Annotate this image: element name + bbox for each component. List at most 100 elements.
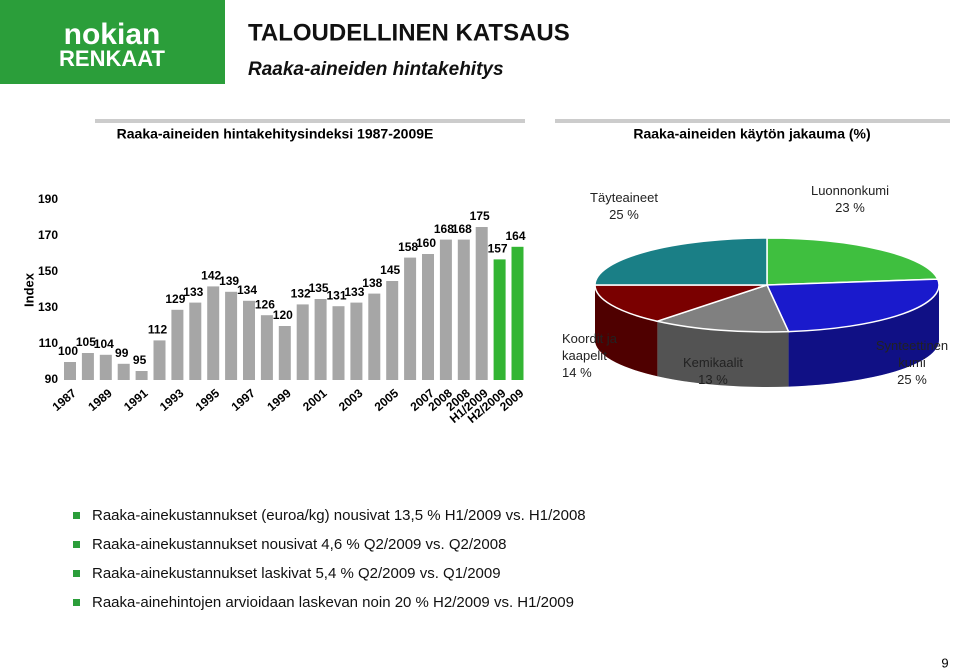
- pie-label: Koordit ja kaapelit: [562, 331, 617, 363]
- x-tick-label: 2001: [300, 386, 330, 414]
- bar: [332, 306, 345, 380]
- y-tick-label: 170: [38, 228, 58, 242]
- pie-side: [595, 285, 658, 377]
- value-label: 95: [133, 353, 147, 367]
- x-tick-label: 1991: [121, 386, 151, 414]
- pie-slice: [654, 284, 790, 333]
- pie-slice: [766, 237, 939, 286]
- value-label: 134: [237, 283, 257, 297]
- bar: [296, 304, 309, 380]
- x-tick-label: 1993: [157, 386, 187, 414]
- pie-value-label: 25 %: [897, 372, 927, 387]
- rule: [95, 119, 525, 123]
- pie-side-shade: [657, 321, 789, 387]
- pie-slice: [594, 284, 768, 322]
- bullet-marker: [73, 570, 80, 577]
- y-tick-label: 190: [38, 192, 58, 206]
- chart-title: Raaka-aineiden hintakehitysindeksi 1987-…: [117, 126, 434, 142]
- bar: [493, 259, 506, 380]
- pie-value-label: 14 %: [562, 365, 592, 380]
- value-label: 133: [183, 285, 203, 299]
- y-tick-label: 150: [38, 264, 58, 278]
- value-label: 99: [115, 346, 129, 360]
- bullet-marker: [73, 512, 80, 519]
- value-label: 105: [76, 335, 96, 349]
- logo-text: RENKAAT: [59, 46, 165, 71]
- x-tick-label: 1995: [193, 386, 223, 414]
- x-tick-label: 1997: [229, 386, 259, 414]
- bar: [243, 300, 255, 380]
- bar: [457, 239, 470, 380]
- logo-box: [0, 0, 225, 84]
- value-label: 175: [470, 209, 490, 223]
- pie-label: Luonnonkumi: [810, 183, 890, 198]
- value-label: 139: [219, 274, 239, 288]
- chart-title: Raaka-aineiden käytön jakauma (%): [633, 126, 870, 142]
- value-label: 129: [165, 292, 185, 306]
- bar: [278, 326, 291, 380]
- bullet: Raaka-ainekustannukset laskivat 5,4 % Q2…: [92, 565, 501, 582]
- bar: [81, 353, 94, 380]
- value-label: 164: [505, 229, 525, 243]
- value-label: 131: [326, 288, 346, 302]
- value-label: 120: [273, 308, 293, 322]
- bar: [350, 302, 363, 380]
- page-number: 9: [941, 655, 948, 670]
- x-tick-label: 1987: [50, 386, 80, 414]
- value-label: 100: [58, 344, 78, 358]
- value-label: 168: [452, 222, 472, 236]
- value-label: 138: [362, 276, 382, 290]
- value-label: 104: [94, 337, 114, 351]
- y-axis-label: Index: [21, 272, 36, 307]
- x-tick-label: 2003: [336, 386, 366, 414]
- bar: [439, 239, 452, 380]
- value-label: 126: [255, 297, 275, 311]
- bar: [171, 309, 184, 380]
- value-label: 135: [309, 281, 329, 295]
- value-label: 112: [148, 323, 168, 337]
- bar: [225, 291, 238, 380]
- y-tick-label: 130: [38, 300, 58, 314]
- rule: [555, 119, 950, 123]
- bar: [153, 340, 166, 380]
- value-label: 145: [380, 263, 400, 277]
- bar: [475, 227, 488, 380]
- value-label: 132: [291, 287, 311, 301]
- bar: [189, 302, 202, 380]
- title: TALOUDELLINEN KATSAUS: [248, 19, 570, 46]
- pie-side-shade: [595, 285, 658, 377]
- pie-side-shade: [788, 285, 939, 387]
- bar: [135, 371, 148, 380]
- bullet: Raaka-ainekustannukset (euroa/kg) nousiv…: [92, 507, 586, 524]
- bar: [64, 362, 76, 380]
- x-tick-label: 1999: [264, 386, 294, 414]
- logo-text: nokian: [64, 18, 161, 51]
- pie-label: Kemikaalit: [683, 355, 743, 370]
- pie-slice: [765, 278, 940, 333]
- y-tick-label: 110: [39, 336, 59, 350]
- pie-value-label: 23 %: [835, 200, 865, 215]
- pie-slice: [594, 237, 768, 286]
- bar: [511, 246, 524, 380]
- x-tick-label: 1989: [85, 386, 115, 414]
- pie-value-label: 25 %: [609, 207, 639, 222]
- bar: [99, 354, 112, 380]
- bullet-marker: [73, 599, 80, 606]
- bar: [422, 254, 434, 380]
- value-label: 160: [416, 236, 436, 250]
- pie-side: [788, 285, 939, 387]
- bar: [368, 293, 381, 380]
- bar: [117, 363, 130, 380]
- value-label: 142: [201, 269, 221, 283]
- subtitle: Raaka-aineiden hintakehitys: [248, 59, 504, 80]
- value-label: 158: [398, 240, 418, 254]
- value-label: 133: [344, 285, 364, 299]
- y-tick-label: 90: [45, 372, 59, 386]
- value-label: 168: [434, 222, 454, 236]
- bar: [207, 286, 220, 380]
- bar: [314, 299, 327, 380]
- bullet: Raaka-ainehintojen arvioidaan laskevan n…: [92, 594, 574, 611]
- pie-side: [657, 321, 789, 387]
